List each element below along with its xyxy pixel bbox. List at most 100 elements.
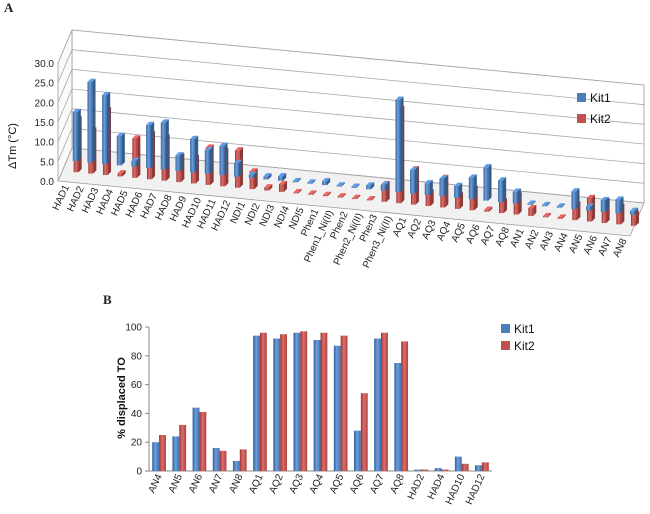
bar-kit1-phen3-ni-ii- bbox=[395, 96, 404, 193]
bar-kit1-an8 bbox=[232, 460, 240, 471]
legend-label-kit2: Kit2 bbox=[514, 339, 535, 353]
bar-kit1-aq1 bbox=[410, 166, 419, 194]
bar-kit1-aq7 bbox=[498, 177, 507, 203]
y-tick-label: 40 bbox=[131, 409, 143, 420]
y-tick-label: 20 bbox=[131, 438, 143, 449]
bar-kit1-aq4 bbox=[313, 339, 321, 471]
x-tick-label: AN6 bbox=[187, 472, 205, 495]
bar-kit2-ndi5 bbox=[308, 190, 317, 195]
gridline bbox=[57, 29, 645, 86]
bar-kit2-phen2 bbox=[352, 194, 361, 199]
bar-kit2-aq4 bbox=[320, 332, 328, 471]
bar-kit1-an7 bbox=[615, 196, 624, 214]
bar-kit2-aq6 bbox=[360, 393, 368, 471]
bar-kit1-had7 bbox=[160, 119, 169, 170]
y-tick-label: 20.0 bbox=[35, 98, 55, 109]
x-tick-label: AQ6 bbox=[348, 472, 367, 495]
bar-kit1-aq4 bbox=[454, 182, 463, 198]
x-tick-label: AQ5 bbox=[328, 472, 347, 495]
bar-kit1-aq3 bbox=[439, 175, 448, 197]
bar-kit1-an6 bbox=[600, 196, 609, 212]
bar-kit1-had4 bbox=[434, 468, 442, 471]
legend-swatch-kit2 bbox=[501, 341, 510, 350]
bar-kit2-ndi2 bbox=[264, 184, 273, 191]
bar-kit2-had12 bbox=[481, 462, 489, 471]
bar-kit2-aq7 bbox=[381, 332, 388, 471]
panel-a-chart: A 0.05.010.015.020.025.030.0 ΔTm (°C) HA… bbox=[4, 0, 645, 270]
panel-a-y-axis-title: ΔTm (°C) bbox=[7, 123, 19, 169]
y-tick-label: 0.0 bbox=[40, 177, 54, 188]
x-tick-label: HAD2 bbox=[406, 472, 427, 501]
bar-kit2-had10 bbox=[461, 463, 469, 471]
legend-label-kit1: Kit1 bbox=[514, 322, 535, 336]
legend-swatch-kit2 bbox=[577, 114, 586, 123]
bar-kit2-aq6 bbox=[484, 206, 493, 212]
y-tick-label: 10.0 bbox=[35, 138, 55, 149]
x-tick-label: AQ8 bbox=[388, 472, 407, 495]
bar-kit2-an4 bbox=[159, 435, 166, 471]
bar-kit1-had12 bbox=[234, 159, 243, 177]
bar-kit1-had10 bbox=[204, 147, 213, 174]
bar-kit1-had6 bbox=[146, 121, 155, 169]
bar-kit1-an5 bbox=[172, 436, 180, 471]
bar-kit1-aq8 bbox=[394, 363, 402, 471]
x-tick-label: AQ1 bbox=[247, 472, 266, 495]
bar-kit1-had10 bbox=[454, 456, 462, 471]
y-tick-label: 25.0 bbox=[35, 79, 55, 90]
bar-kit1-ndi2 bbox=[263, 173, 272, 180]
bar-kit2-ndi3 bbox=[278, 180, 288, 192]
bar-kit1-an5 bbox=[586, 203, 595, 211]
bar-kit2-aq5 bbox=[340, 335, 348, 471]
panel-b-y-ticks: 0 20 40 60 80 100 bbox=[125, 323, 149, 478]
bar-kit2-aq1 bbox=[259, 332, 267, 471]
bar-kit1-an4 bbox=[571, 188, 580, 210]
panel-b-x-ticks: AN4 AN5 AN6 AN7 AN8 AQ1 AQ2 AQ3 AQ4 AQ5 AQ6 AQ7 AQ8H… bbox=[147, 472, 488, 506]
bar-kit1-aq5 bbox=[333, 345, 341, 471]
bar-kit2-phen1 bbox=[322, 191, 332, 197]
bar-kit1-had3 bbox=[102, 91, 111, 164]
bar-kit1-had2 bbox=[414, 469, 422, 471]
bar-kit2-phen2-ni-ii- bbox=[366, 196, 376, 201]
y-tick-label: 15.0 bbox=[35, 118, 55, 129]
x-tick-label: AN8 bbox=[227, 472, 245, 495]
x-tick-label: HAD12 bbox=[464, 472, 488, 506]
bar-kit1-had8 bbox=[175, 152, 184, 172]
x-tick-label: AQ4 bbox=[308, 472, 327, 495]
gridline bbox=[57, 147, 645, 204]
panel-a-legend: Kit1 Kit2 bbox=[577, 91, 611, 126]
bar-kit1-aq2 bbox=[273, 338, 281, 471]
y-tick-label: 5.0 bbox=[40, 157, 54, 168]
bar-kit1-ndi3 bbox=[278, 172, 287, 181]
panel-a-y-ticks: 0.0 5.0 10.0 15.0 20.0 25.0 30.0 bbox=[35, 59, 55, 188]
y-tick-label: 0 bbox=[136, 467, 142, 478]
bar-kit1-had9 bbox=[190, 135, 199, 173]
panel-b-y-axis-title: % displaced TO bbox=[116, 357, 128, 439]
bar-kit1-aq6 bbox=[483, 163, 492, 201]
gridline bbox=[57, 68, 645, 125]
bar-kit2-an8 bbox=[239, 449, 247, 471]
bar-kit1-aq8 bbox=[512, 188, 521, 204]
bar-kit2-ndi4 bbox=[293, 188, 302, 194]
y-tick-label: 30.0 bbox=[35, 59, 55, 70]
bar-kit1-ndi1 bbox=[248, 171, 257, 179]
y-tick-label: 100 bbox=[125, 323, 142, 334]
bar-kit2-had2 bbox=[421, 469, 429, 471]
bar-kit1-ndi5 bbox=[307, 179, 316, 184]
panel-a-gridlines bbox=[57, 29, 645, 204]
bar-kit2-had4 bbox=[117, 170, 126, 177]
bar-kit2-an1 bbox=[528, 204, 537, 216]
panel-b-bars bbox=[152, 331, 489, 471]
y-tick-label: 80 bbox=[131, 351, 143, 362]
bar-kit2-aq8 bbox=[401, 341, 409, 471]
legend-label-kit2: Kit2 bbox=[590, 112, 611, 126]
bar-kit1-had4 bbox=[116, 132, 125, 166]
bar-kit1-phen1-ni-ii- bbox=[336, 182, 345, 187]
bar-kit1-an2 bbox=[542, 201, 551, 207]
bar-kit1-phen2 bbox=[351, 183, 360, 188]
x-tick-label: HAD4 bbox=[426, 472, 447, 501]
bar-kit1-an8 bbox=[630, 207, 639, 215]
bar-kit1-aq2 bbox=[424, 179, 433, 195]
bar-kit1-an3 bbox=[556, 203, 565, 208]
bar-kit1-an7 bbox=[212, 447, 220, 471]
panel-a-label: A bbox=[4, 0, 14, 15]
